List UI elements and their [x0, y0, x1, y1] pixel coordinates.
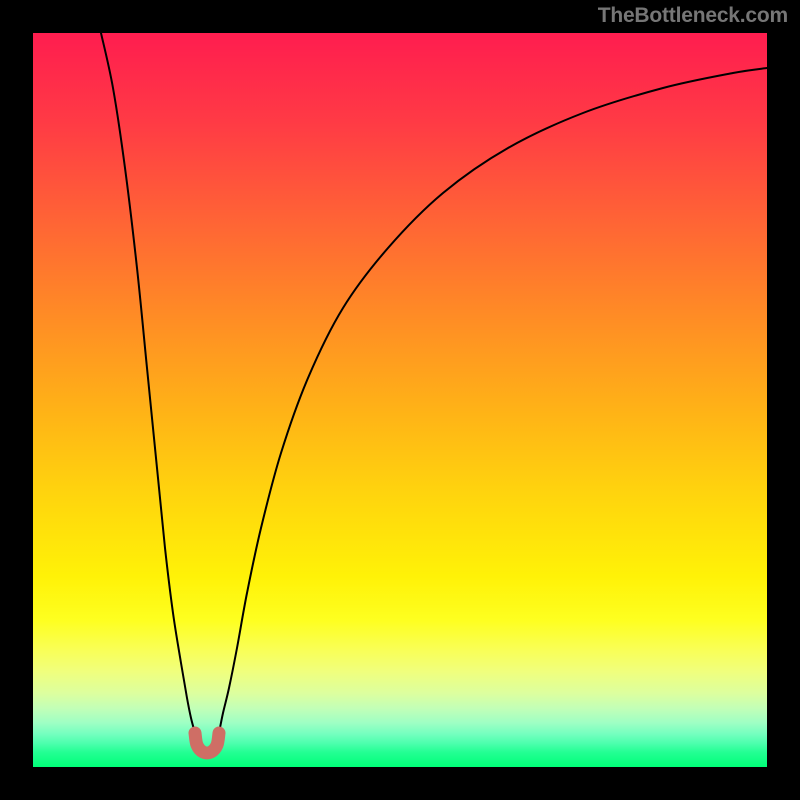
root-canvas: { "page": { "watermark": "TheBottleneck.… [0, 0, 800, 800]
right-branch-curve [219, 68, 767, 733]
plot-inner [33, 33, 767, 767]
plot-area [33, 33, 767, 767]
dip-lobe [195, 733, 219, 753]
left-branch-curve [101, 33, 195, 733]
curve-layer [33, 33, 767, 767]
watermark-text: TheBottleneck.com [598, 4, 788, 28]
